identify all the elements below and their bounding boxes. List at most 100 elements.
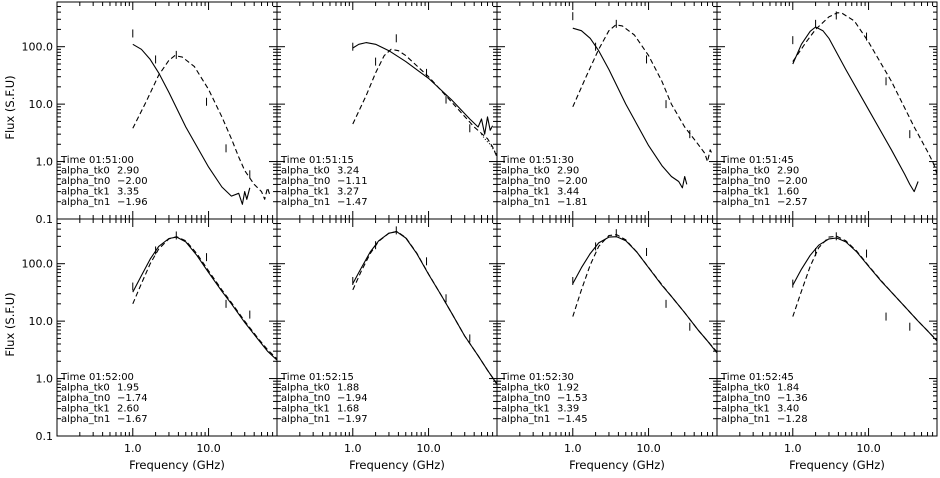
annotation-label: alpha_tk0 bbox=[501, 166, 550, 177]
panel-data bbox=[572, 229, 717, 354]
annotation-value: −1.67 bbox=[117, 414, 148, 425]
annotation-value: −1.74 bbox=[117, 393, 148, 404]
annotation-value: 01:52:00 bbox=[89, 372, 134, 383]
x-tick-label: 1.0 bbox=[564, 442, 582, 455]
annotation-line: Time 01:51:45 bbox=[720, 155, 794, 166]
annotation-label: alpha_tk0 bbox=[721, 166, 770, 177]
annotation-value: −2.00 bbox=[557, 176, 588, 187]
annotation-line: alpha_tn0 −2.00 bbox=[721, 176, 808, 187]
annotation-line: alpha_tk0 1.84 bbox=[721, 383, 799, 394]
annotation-value: 01:51:30 bbox=[529, 155, 574, 166]
annotation-value: 2.60 bbox=[117, 404, 139, 415]
annotation-label: alpha_tn1 bbox=[281, 197, 330, 208]
annotation-value: −1.11 bbox=[337, 176, 368, 187]
x-axis-label: Frequency (GHz) bbox=[789, 458, 885, 472]
annotation-label: alpha_tk1 bbox=[501, 187, 550, 198]
annotation-line: Time 01:52:30 bbox=[500, 372, 574, 383]
x-tick-label: 10.0 bbox=[196, 442, 221, 455]
annotation-label: alpha_tk0 bbox=[281, 166, 330, 177]
series-line-dashed bbox=[132, 236, 277, 360]
annotation-label: alpha_tk1 bbox=[61, 404, 110, 415]
x-tick-label: 1.0 bbox=[344, 442, 362, 455]
annotation-label: alpha_tn1 bbox=[501, 197, 550, 208]
y-axis-label: Flux (S.F.U) bbox=[3, 292, 17, 356]
annotation-line: alpha_tk1 1.68 bbox=[281, 404, 359, 415]
annotation-label: alpha_tk1 bbox=[721, 404, 770, 415]
annotation-value: −1.97 bbox=[337, 414, 368, 425]
x-axis-label: Frequency (GHz) bbox=[349, 458, 445, 472]
annotation-line: Time 01:52:00 bbox=[60, 372, 134, 383]
annotation-line: Time 01:51:15 bbox=[280, 155, 354, 166]
annotation-value: 2.90 bbox=[117, 166, 139, 177]
y-tick-label: 10.0 bbox=[29, 315, 54, 328]
annotation-line: alpha_tn1 −1.28 bbox=[721, 414, 808, 425]
annotation-line: alpha_tk0 3.24 bbox=[281, 166, 359, 177]
series-line-dashed bbox=[792, 12, 937, 175]
annotation-label: alpha_tk1 bbox=[501, 404, 550, 415]
annotation-line: alpha_tk0 1.88 bbox=[281, 383, 359, 394]
annotation-line: alpha_tk1 2.60 bbox=[61, 404, 139, 415]
annotation-value: −2.00 bbox=[117, 176, 148, 187]
annotation-label: Time bbox=[720, 372, 745, 383]
annotation-line: alpha_tn0 −1.53 bbox=[501, 393, 588, 404]
annotation-label: alpha_tn0 bbox=[281, 393, 330, 404]
y-tick-label: 1.0 bbox=[36, 373, 54, 386]
series-line-dashed bbox=[352, 230, 497, 385]
annotation-label: alpha_tn1 bbox=[501, 414, 550, 425]
annotation-line: alpha_tk0 1.95 bbox=[61, 383, 139, 394]
series-line-solid bbox=[352, 231, 497, 385]
y-tick-label: 0.1 bbox=[36, 430, 54, 443]
annotation-value: 01:51:15 bbox=[309, 155, 354, 166]
annotation-value: 01:51:45 bbox=[749, 155, 794, 166]
panel-4: 1.0 10.0 Frequency (GHz) 0.1 1.0 10.0 100.0 Flu… bbox=[3, 218, 278, 472]
panel-data bbox=[132, 231, 277, 361]
annotation-label: Time bbox=[720, 155, 745, 166]
series-line-solid bbox=[792, 237, 937, 342]
annotation-label: alpha_tk1 bbox=[281, 404, 330, 415]
annotation-line: alpha_tk0 1.92 bbox=[501, 383, 579, 394]
annotation-line: alpha_tn0 −1.74 bbox=[61, 393, 148, 404]
annotation-label: Time bbox=[500, 155, 525, 166]
annotation-line: Time 01:51:00 bbox=[60, 155, 134, 166]
annotation-line: alpha_tk1 3.35 bbox=[61, 187, 139, 198]
panel-data bbox=[132, 29, 271, 205]
annotation-value: 3.35 bbox=[117, 187, 139, 198]
annotation-line: alpha_tn1 −2.57 bbox=[721, 197, 808, 208]
x-tick-label: 10.0 bbox=[856, 442, 881, 455]
annotation-label: alpha_tn0 bbox=[721, 393, 770, 404]
y-tick-label: 0.1 bbox=[36, 213, 54, 226]
annotation-value: 3.39 bbox=[557, 404, 579, 415]
annotation-line: alpha_tk1 3.40 bbox=[721, 404, 799, 415]
annotation-value: −1.45 bbox=[557, 414, 588, 425]
annotation-label: alpha_tn0 bbox=[501, 176, 550, 187]
x-tick-label: 1.0 bbox=[124, 442, 142, 455]
y-tick-label: 1.0 bbox=[36, 156, 54, 169]
annotation-value: 1.95 bbox=[117, 383, 139, 394]
annotation-value: −1.47 bbox=[337, 197, 368, 208]
annotation-value: 01:52:45 bbox=[749, 372, 794, 383]
series-line-solid bbox=[572, 27, 688, 189]
series-line-solid bbox=[572, 236, 717, 354]
series-line-dashed bbox=[352, 48, 497, 158]
annotation-line: alpha_tn1 −1.45 bbox=[501, 414, 588, 425]
annotation-label: alpha_tn1 bbox=[61, 414, 110, 425]
annotation-line: alpha_tn0 −1.36 bbox=[721, 393, 808, 404]
annotation-label: Time bbox=[60, 372, 85, 383]
y-axis-label: Flux (S.F.U) bbox=[3, 75, 17, 139]
annotation-label: alpha_tn0 bbox=[61, 393, 110, 404]
annotation-line: alpha_tn1 −1.47 bbox=[281, 197, 368, 208]
annotation-label: alpha_tk1 bbox=[721, 187, 770, 198]
annotation-label: alpha_tk1 bbox=[61, 187, 110, 198]
annotation-value: 3.44 bbox=[557, 187, 579, 198]
annotation-value: −2.00 bbox=[777, 176, 808, 187]
annotation-value: −1.81 bbox=[557, 197, 588, 208]
series-line-solid bbox=[132, 236, 277, 361]
x-axis-label: Frequency (GHz) bbox=[129, 458, 225, 472]
annotation-line: alpha_tk0 2.90 bbox=[501, 166, 579, 177]
annotation-label: alpha_tn1 bbox=[281, 414, 330, 425]
annotation-line: alpha_tn0 −1.11 bbox=[281, 176, 368, 187]
